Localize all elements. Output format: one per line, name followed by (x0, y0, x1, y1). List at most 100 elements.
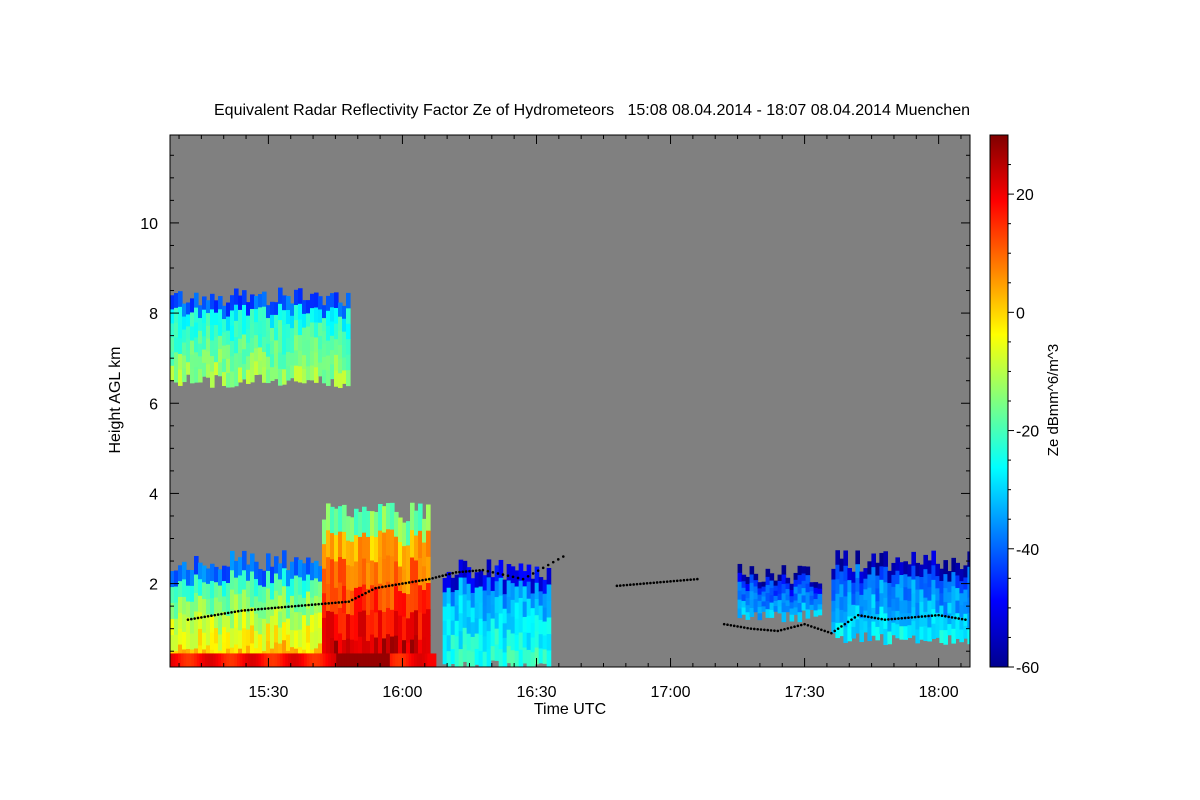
cloud-base-point (354, 596, 357, 600)
cloud-base-point (766, 628, 770, 632)
cloud-base-point (843, 622, 847, 626)
cloud-base-point (387, 584, 391, 588)
cloud-base-point (551, 560, 555, 564)
cloud-base-point (846, 620, 850, 624)
cloud-base-point (756, 627, 759, 631)
cloud-base-point (615, 584, 619, 588)
cloud-base-point (897, 617, 900, 620)
cloud-base-point (639, 582, 642, 586)
cloud-base-point (632, 583, 635, 586)
echo-region-fall-streak (442, 559, 552, 667)
cloud-base-point (689, 578, 692, 581)
cloud-base-point (692, 578, 696, 581)
cloud-base-point (206, 614, 210, 618)
cloud-base-point (920, 615, 924, 618)
cloud-base-point (414, 580, 418, 583)
colorbar-tick-label: -20 (1016, 424, 1039, 441)
cloud-base-point (546, 563, 550, 567)
cloud-base-point (320, 602, 324, 606)
cloud-base-point (536, 569, 540, 572)
chart-title: Equivalent Radar Reflectivity Factor Ze … (214, 102, 970, 119)
cloud-base-point (424, 578, 428, 581)
cloud-base-point (531, 572, 535, 575)
cloud-base-point (287, 605, 290, 608)
cloud-base-point (776, 629, 780, 633)
x-tick-label: 15:30 (248, 684, 288, 701)
x-tick-label: 16:00 (382, 684, 422, 701)
cloud-base-point (438, 575, 441, 578)
cloud-base-point (394, 583, 398, 587)
cloud-base-point (448, 572, 451, 576)
cloud-base-point (280, 605, 284, 609)
cloud-base-point (230, 611, 233, 614)
cloud-base-point (856, 613, 860, 617)
x-tick-label: 17:00 (651, 684, 691, 701)
cloud-base-point (964, 618, 967, 621)
cloud-base-point (236, 609, 240, 613)
cloud-base-point (501, 573, 505, 576)
cloud-base-point (190, 617, 193, 621)
plot-frame (169, 134, 971, 668)
cloud-base-point (384, 585, 387, 588)
y-tick-label: 2 (149, 577, 158, 594)
cloud-base-point (890, 617, 894, 621)
cloud-base-point (391, 583, 394, 587)
cloud-base-point (960, 617, 964, 621)
cloud-base-point (957, 617, 961, 620)
cloud-base-point (526, 574, 530, 578)
cloud-base-point (954, 616, 957, 620)
cloud-base-point (927, 614, 930, 618)
cloud-base-point (506, 574, 510, 578)
cloud-base-point (746, 626, 749, 630)
cloud-base-point (257, 607, 260, 611)
cloud-base-point (642, 582, 646, 585)
cloud-base-point (240, 609, 243, 612)
cloud-base-point (226, 611, 230, 615)
cloud-base-point (344, 600, 347, 604)
echo-region-low-cloud-east (831, 550, 970, 646)
cloud-base-points (186, 555, 967, 635)
cloud-base-point (200, 616, 203, 619)
cloud-base-point (421, 578, 424, 582)
cloud-base-point (273, 606, 277, 610)
y-axis-label: Height AGL km (107, 346, 124, 453)
cloud-base-point (397, 582, 401, 586)
cloud-base-point (377, 586, 381, 589)
cloud-base-point (186, 618, 190, 621)
cloud-base-point (516, 576, 520, 580)
cloud-base-point (950, 616, 954, 619)
cloud-base-point (659, 580, 662, 584)
echo-region-convective-cell (322, 502, 431, 667)
cloud-base-point (270, 606, 274, 610)
cloud-base-point (645, 582, 649, 585)
cloud-base-point (327, 602, 331, 605)
cloud-base-point (840, 625, 843, 628)
cloud-base-point (655, 581, 659, 584)
cloud-base-point (759, 628, 763, 631)
x-tick-label: 16:30 (516, 684, 556, 701)
cloud-base-point (913, 615, 917, 619)
cloud-base-point (629, 583, 632, 587)
cloud-base-point (618, 584, 622, 587)
cloud-base-point (870, 616, 873, 619)
cloud-base-point (381, 585, 384, 589)
cloud-base-point (458, 570, 461, 574)
cloud-base-point (883, 618, 887, 621)
cloud-base-point (830, 631, 833, 635)
cloud-base-point (669, 580, 672, 583)
cloud-base-point (364, 591, 367, 595)
cloud-base-point (779, 628, 783, 632)
cloud-base-point (940, 614, 944, 618)
cloud-base-point (806, 623, 810, 627)
cloud-base-point (860, 614, 863, 618)
cloud-base-point (866, 615, 870, 619)
cloud-base-point (665, 580, 669, 583)
cloud-base-point (722, 622, 726, 626)
cloud-base-point (696, 577, 699, 581)
cloud-base-point (732, 624, 736, 628)
cloud-base-point (334, 601, 337, 605)
cloud-base-point (340, 600, 344, 604)
colorbar-tick-label: -40 (1016, 542, 1039, 559)
cloud-base-point (233, 610, 237, 614)
colorbar-axis: 20 0 -20 -40 -60 (1008, 164, 1039, 677)
